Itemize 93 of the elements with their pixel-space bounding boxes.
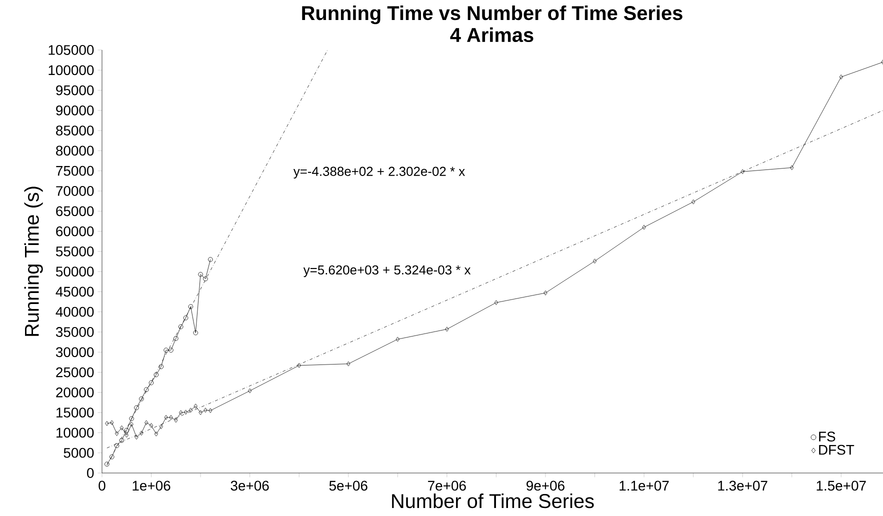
y-tick-label: 75000	[56, 166, 94, 176]
x-tick-label: 1e+06	[132, 480, 170, 491]
y-tick-label: 5000	[64, 448, 94, 458]
x-axis-title: Number of Time Series	[392, 494, 594, 508]
annotation: y=5.620e+03 + 5.324e-03 * x	[303, 265, 471, 278]
y-tick-label: 0	[87, 468, 94, 478]
point	[149, 423, 154, 428]
x-tick-label: 9e+06	[526, 480, 564, 491]
point	[346, 361, 350, 366]
point	[154, 372, 159, 378]
y-tick-label: 60000	[56, 226, 94, 236]
point	[124, 432, 128, 438]
point	[148, 380, 154, 386]
point	[592, 258, 597, 264]
point	[154, 432, 158, 436]
point	[194, 404, 198, 409]
point	[109, 454, 114, 460]
y-tick-label: 15000	[56, 408, 94, 418]
point	[203, 276, 208, 282]
point	[445, 326, 449, 332]
point	[204, 408, 208, 413]
point	[193, 330, 198, 336]
point	[158, 364, 164, 370]
y-tick-label: 35000	[56, 327, 94, 337]
x-tick-label: 3e+06	[230, 480, 269, 491]
point	[396, 336, 400, 342]
point	[159, 424, 163, 430]
y-tick-label: 10000	[56, 428, 94, 438]
x-tick-label: 1.3e+07	[718, 480, 768, 491]
point	[178, 410, 183, 415]
chart-subtitle: 4 Arimas	[450, 27, 534, 42]
point	[168, 348, 174, 353]
point	[169, 415, 173, 420]
x-tick-label: 7e+06	[428, 480, 466, 491]
point	[144, 387, 149, 392]
y-tick-label: 40000	[56, 306, 94, 317]
y-tick-label: 95000	[56, 85, 94, 96]
y-tick-label: 45000	[56, 286, 94, 297]
legend-label: FS	[819, 432, 836, 442]
y-tick-label: 50000	[56, 266, 94, 277]
point	[139, 396, 144, 402]
point	[790, 165, 794, 170]
point	[174, 336, 178, 341]
point	[642, 224, 646, 230]
point	[198, 272, 203, 277]
point	[124, 428, 130, 433]
point	[114, 443, 120, 448]
annotation: y=-4.388e+02 + 2.302e-02 * x	[293, 166, 465, 179]
y-tick-label: 80000	[56, 146, 94, 156]
point	[208, 408, 212, 413]
y-tick-label: 20000	[56, 387, 94, 398]
point	[544, 290, 548, 296]
y-tick-label: 105000	[48, 45, 94, 55]
point	[130, 422, 134, 427]
y-tick-label: 100000	[48, 65, 94, 76]
point	[164, 415, 168, 420]
point	[174, 418, 178, 423]
point	[120, 425, 124, 430]
point	[839, 74, 843, 80]
x-tick-label: 1.5e+07	[816, 480, 866, 491]
point	[119, 438, 124, 443]
point	[134, 405, 139, 410]
chart-title: Running Time vs Number of Time Series	[302, 6, 682, 24]
point	[144, 420, 148, 426]
point	[140, 430, 144, 436]
point	[297, 363, 301, 368]
point	[691, 199, 696, 204]
y-tick-label: 85000	[56, 126, 94, 136]
point	[178, 324, 184, 330]
point	[188, 408, 193, 413]
y-tick-label: 65000	[56, 206, 94, 216]
point	[248, 388, 252, 394]
y-tick-label: 30000	[56, 347, 94, 358]
y-axis-title: Running Time (s)	[24, 186, 43, 336]
point	[184, 410, 188, 415]
y-tick-label: 90000	[56, 105, 94, 116]
y-tick-label: 25000	[56, 367, 94, 378]
y-tick-label: 70000	[56, 186, 94, 196]
x-tick-label: 1.1e+07	[620, 480, 669, 491]
point	[188, 304, 194, 310]
point	[198, 410, 202, 415]
point	[134, 434, 138, 440]
legend-label: DFST	[819, 444, 854, 455]
x-tick-label: 5e+06	[329, 480, 368, 491]
point	[183, 316, 188, 320]
point	[129, 416, 134, 422]
point	[110, 420, 114, 426]
point	[494, 300, 498, 305]
point	[740, 169, 744, 174]
x-tick-label: 0	[98, 480, 106, 491]
point	[114, 431, 119, 436]
y-tick-label: 55000	[56, 246, 94, 256]
point	[164, 348, 168, 353]
